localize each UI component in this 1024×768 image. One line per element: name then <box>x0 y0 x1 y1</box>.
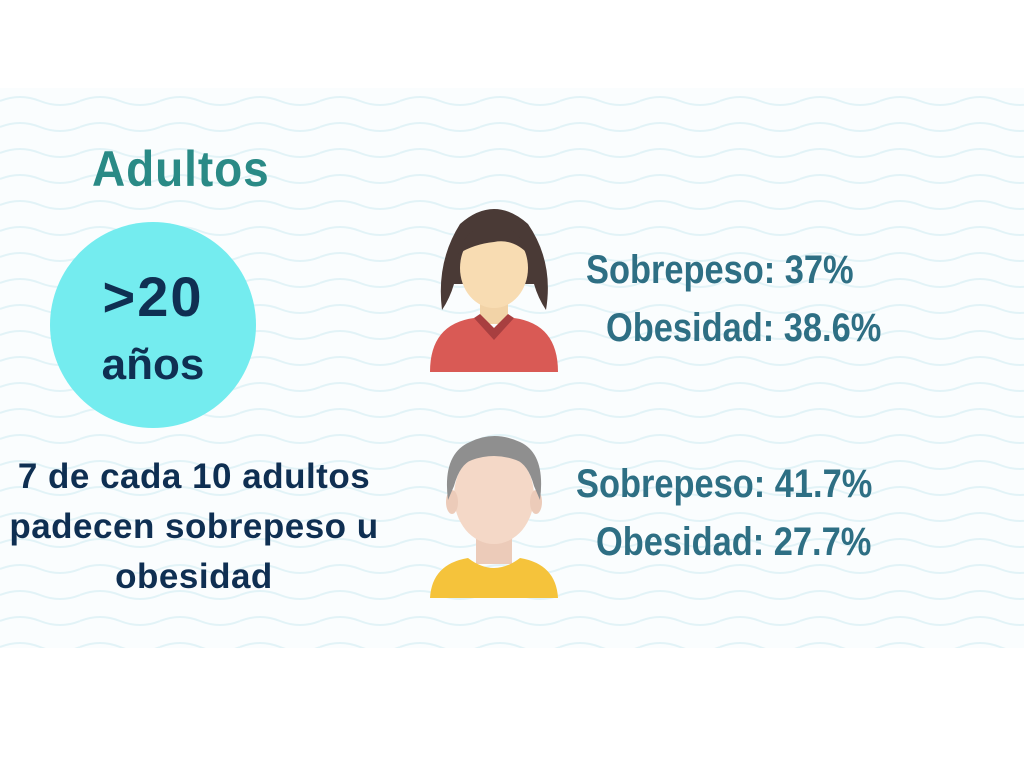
age-badge-unit: años <box>101 340 205 389</box>
age-badge-value: >20 <box>102 265 204 328</box>
page-title: Adultos <box>92 141 270 197</box>
age-badge: >20 años <box>50 222 256 428</box>
man-avatar-icon <box>430 436 558 598</box>
men-obesity-stat: Obesidad: 27.7% <box>596 520 872 564</box>
women-obesity-stat: Obesidad: 38.6% <box>606 306 882 350</box>
description-line-2: padecen sobrepeso u <box>9 507 379 546</box>
men-overweight-stat: Sobrepeso: 41.7% <box>576 462 873 506</box>
description: 7 de cada 10 adultos padecen sobrepeso u… <box>8 452 380 602</box>
description-line-3: obesidad <box>115 557 273 596</box>
women-overweight-stat: Sobrepeso: 37% <box>586 248 854 292</box>
description-line-1: 7 de cada 10 adultos <box>17 457 371 496</box>
woman-avatar-icon <box>430 209 558 372</box>
